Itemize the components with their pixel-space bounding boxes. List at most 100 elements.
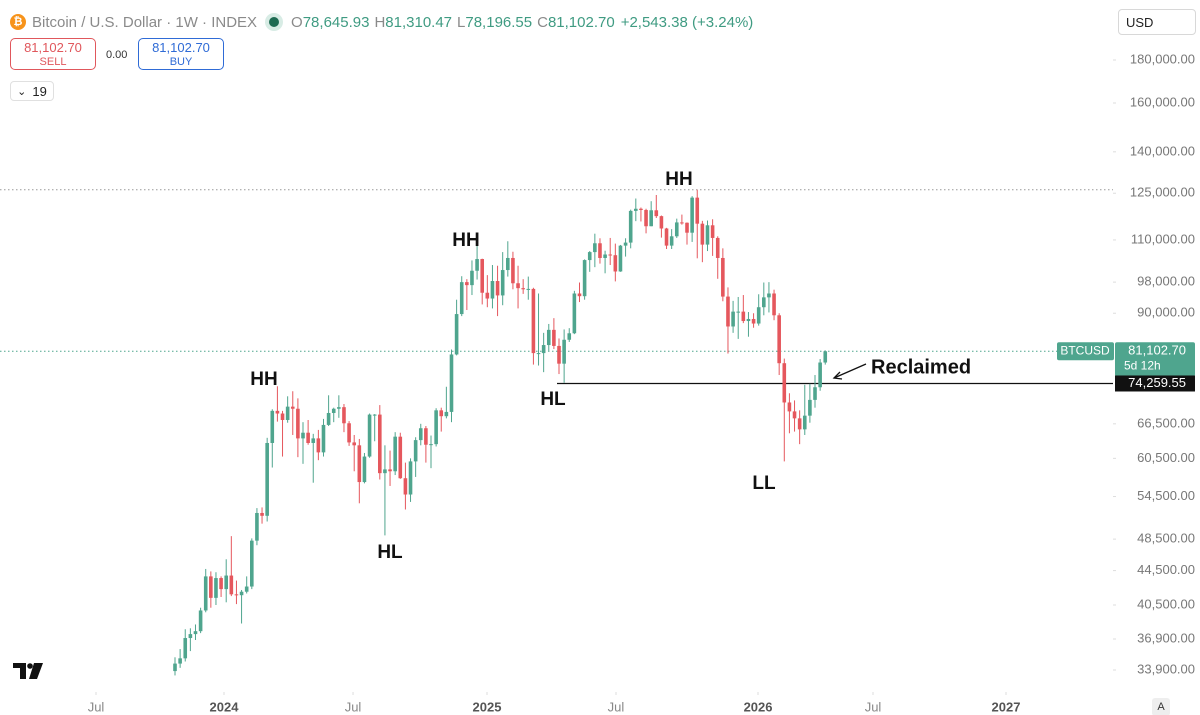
candle-body [203,576,208,611]
candle-body [403,478,408,495]
tv-logo [13,663,43,679]
candle-body [475,259,479,271]
candle-body [541,345,546,354]
candle-body [797,418,802,430]
x-tick-label: 2027 [992,699,1021,714]
symbol-title[interactable]: Bitcoin / U.S. Dollar · 1W · INDEX [32,13,258,31]
candle-body [311,438,316,443]
sell-button[interactable]: 81,102.70 SELL [10,38,96,70]
y-tick-label: 33,900.00 [1137,661,1195,676]
candle-body [772,293,776,316]
candle-body [244,586,249,592]
candle-body [649,210,653,227]
candle-body [393,436,397,472]
candle-body [173,663,177,672]
candle-body [664,228,669,246]
ohlc-key: O [291,13,303,31]
symbol-tag: BTCUSD [1060,343,1110,357]
price-change: +2,543.38 (+3.24%) [620,13,754,31]
candle-body [250,540,254,587]
candle-body [321,424,326,453]
candle-body [424,428,428,445]
candle-body [792,411,797,419]
sell-label: SELL [39,56,67,68]
y-tick-label: 98,000.00 [1137,274,1195,289]
candle-body [628,210,633,243]
candle-body [224,575,229,590]
x-tick-label: Jul [608,699,625,714]
buy-price: 81,102.70 [152,40,210,55]
candle-body [598,243,602,258]
candle-body [413,440,418,462]
buy-button[interactable]: 81,102.70 BUY [138,38,224,70]
candle-body [536,353,541,355]
annotation-arrow [833,363,867,379]
ohlc-value: 81,310.47 [385,13,453,31]
candle-body [480,259,485,293]
x-tick-label: Jul [345,699,362,714]
y-tick-label: 54,500.00 [1137,488,1195,503]
candle-body [434,410,438,445]
candle-body [802,415,807,430]
indicators-count: 19 [32,83,47,99]
candle-body [531,288,536,354]
candle-body [408,461,413,495]
candle-body [372,414,377,416]
buy-label: BUY [169,56,193,68]
candle-body [736,311,741,313]
candle-body [669,236,674,246]
candle-body [715,237,720,258]
market-status [269,17,280,27]
candle-body [347,423,351,443]
candle-body [603,254,607,258]
candle-body [567,333,572,340]
candle-body [485,292,490,299]
candle-body [618,245,623,272]
candle-body [326,412,331,425]
candle-body [260,512,264,516]
candle-body [383,469,387,474]
candle-body [654,210,659,217]
candle-body [506,257,510,271]
candle-body [444,411,449,417]
x-tick-label: 2026 [744,699,773,714]
y-tick-label: 160,000.00 [1130,94,1195,109]
candle-body [398,436,403,479]
candle-body [813,387,817,400]
indicators-toggle[interactable]: ⌄ 19 [10,81,54,101]
candle-body [623,242,628,246]
candle-body [367,414,372,457]
coin-icon: ₿ [10,14,26,30]
x-tick-label: 2025 [473,699,502,714]
annotation: HL [540,389,566,410]
candle-body [188,634,193,639]
currency-select[interactable]: USD [1118,9,1196,35]
sell-price: 81,102.70 [24,40,82,55]
candle-body [511,257,515,284]
ohlc-key: H [374,13,386,31]
candle-body [193,631,198,635]
x-tick-label: Jul [865,699,882,714]
candle-body [214,578,218,598]
candle-body [552,329,556,346]
annotation: HH [665,169,692,190]
y-tick-label: 180,000.00 [1130,51,1195,66]
candle-body [685,222,689,233]
annotation: Reclaimed [871,356,971,378]
candle-body [388,469,392,472]
candle-body [639,208,643,210]
candle-body [777,315,781,364]
candle-body [721,257,725,297]
auto-scale-button[interactable]: A [1152,698,1170,715]
candle-body [634,208,638,211]
candle-body [183,638,188,659]
ohlc-key: L [457,13,466,31]
candle-body [546,329,551,346]
candle-body [449,354,454,412]
countdown: 5d 12h [1124,358,1161,372]
price-tag: 81,102.70 [1128,343,1186,358]
y-tick-label: 60,500.00 [1137,450,1195,465]
level-tag-bg [1115,375,1195,392]
candle-body [337,407,341,409]
